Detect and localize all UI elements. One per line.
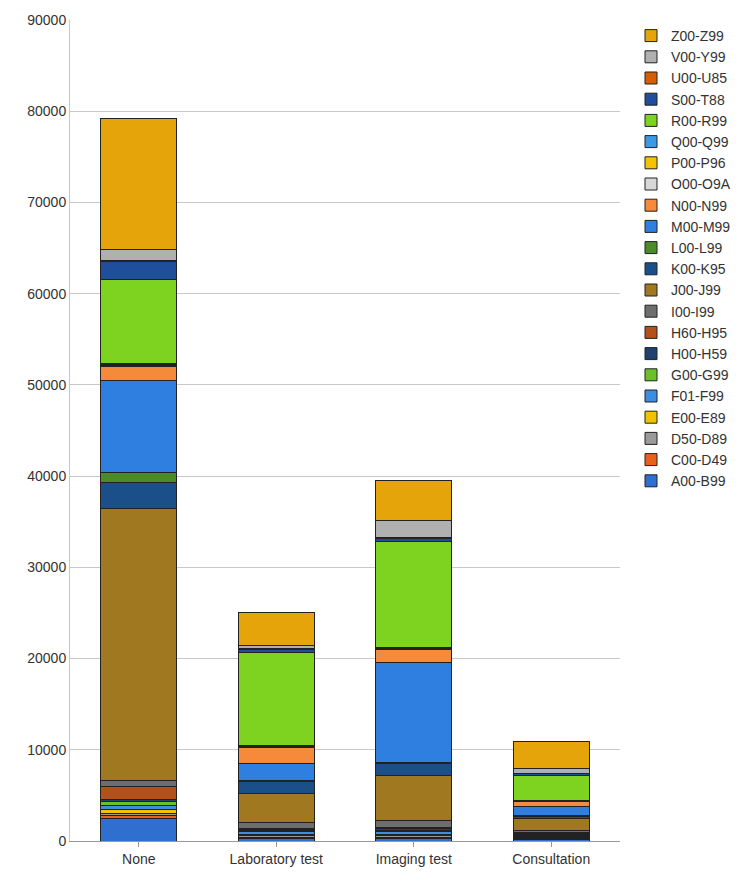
svg-text:S00-T88: S00-T88 [671, 92, 725, 108]
svg-text:A00-B99: A00-B99 [671, 473, 726, 489]
svg-text:70000: 70000 [27, 194, 66, 210]
svg-text:Imaging test: Imaging test [376, 851, 452, 867]
svg-text:50000: 50000 [27, 377, 66, 393]
svg-text:N00-N99: N00-N99 [671, 198, 727, 214]
svg-text:90000: 90000 [27, 12, 66, 28]
svg-text:10000: 10000 [27, 742, 66, 758]
svg-text:D50-D89: D50-D89 [671, 431, 727, 447]
svg-text:Q00-Q99: Q00-Q99 [671, 134, 729, 150]
svg-text:40000: 40000 [27, 468, 66, 484]
svg-text:None: None [122, 851, 156, 867]
svg-text:20000: 20000 [27, 650, 66, 666]
svg-text:L00-L99: L00-L99 [671, 240, 723, 256]
svg-text:O00-O9A: O00-O9A [671, 176, 731, 192]
svg-text:E00-E89: E00-E89 [671, 410, 726, 426]
svg-text:Z00-Z99: Z00-Z99 [671, 28, 724, 44]
svg-text:Consultation: Consultation [512, 851, 590, 867]
svg-text:0: 0 [58, 833, 66, 849]
svg-text:K00-K95: K00-K95 [671, 261, 726, 277]
svg-text:C00-D49: C00-D49 [671, 452, 727, 468]
svg-text:V00-Y99: V00-Y99 [671, 49, 726, 65]
svg-text:H60-H95: H60-H95 [671, 325, 727, 341]
svg-text:60000: 60000 [27, 286, 66, 302]
svg-text:G00-G99: G00-G99 [671, 367, 729, 383]
svg-text:H00-H59: H00-H59 [671, 346, 727, 362]
svg-text:R00-R99: R00-R99 [671, 113, 727, 129]
svg-text:80000: 80000 [27, 103, 66, 119]
svg-text:M00-M99: M00-M99 [671, 219, 730, 235]
svg-text:30000: 30000 [27, 559, 66, 575]
svg-text:U00-U85: U00-U85 [671, 70, 727, 86]
svg-text:P00-P96: P00-P96 [671, 155, 726, 171]
svg-text:J00-J99: J00-J99 [671, 282, 721, 298]
svg-text:Laboratory test: Laboratory test [230, 851, 323, 867]
svg-text:I00-I99: I00-I99 [671, 304, 715, 320]
svg-text:F01-F99: F01-F99 [671, 388, 724, 404]
